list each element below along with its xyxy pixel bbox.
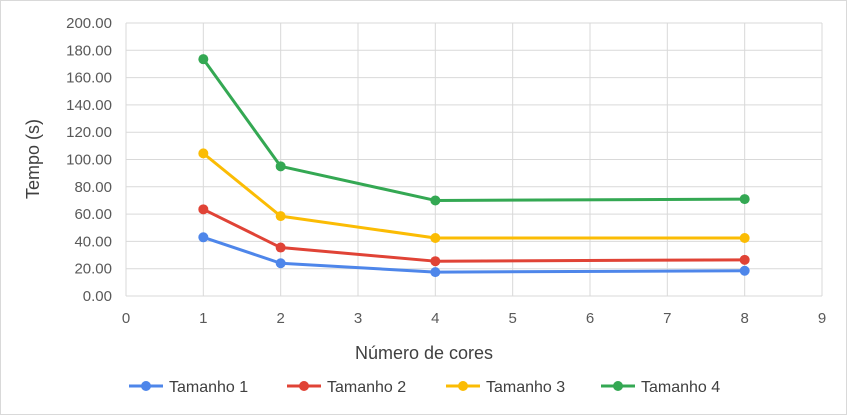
data-point	[275, 258, 286, 269]
data-point	[275, 242, 286, 253]
data-point	[430, 195, 441, 206]
y-tick-label: 0.00	[83, 288, 112, 305]
y-tick-label: 80.00	[74, 179, 112, 196]
x-axis-title: Número de cores	[355, 343, 493, 363]
x-tick-label: 7	[663, 310, 671, 327]
y-tick-label: 60.00	[74, 206, 112, 223]
y-tick-label: 40.00	[74, 233, 112, 250]
y-tick-label: 120.00	[66, 124, 112, 141]
data-point	[198, 204, 209, 215]
series-line	[201, 235, 747, 274]
y-tick-label: 160.00	[66, 70, 112, 87]
series-2	[198, 204, 750, 267]
data-point	[430, 232, 441, 243]
series-4	[198, 54, 750, 206]
y-tick-label: 140.00	[66, 97, 112, 114]
grid	[125, 22, 823, 297]
data-point	[739, 265, 750, 276]
x-tick-label: 1	[199, 310, 207, 327]
y-tick-label: 20.00	[74, 261, 112, 278]
x-tick-label: 0	[122, 310, 130, 327]
legend-label: Tamanho 1	[169, 379, 248, 396]
legend-swatch-marker	[141, 381, 151, 391]
data-point	[430, 256, 441, 267]
legend-label: Tamanho 2	[327, 379, 406, 396]
data-point	[739, 254, 750, 265]
legend-swatch-marker	[613, 381, 623, 391]
series-lines	[198, 54, 750, 278]
data-point	[430, 267, 441, 278]
series-1	[198, 232, 750, 278]
y-axis-ticks: 0.00 20.00 40.00 60.00 80.00 100.00 120.00 140.…	[66, 15, 112, 305]
legend-item: Tamanho 3	[446, 379, 565, 396]
x-tick-label: 9	[818, 310, 826, 327]
data-point	[739, 194, 750, 205]
legend-label: Tamanho 3	[486, 379, 565, 396]
x-tick-label: 4	[431, 310, 439, 327]
y-tick-label: 180.00	[66, 42, 112, 59]
legend-item: Tamanho 4	[601, 379, 720, 396]
x-tick-label: 6	[586, 310, 594, 327]
legend-label: Tamanho 4	[641, 379, 720, 396]
series-line	[201, 207, 747, 263]
x-axis-ticks: 0 1 2 3 4 5 6 7 8 9	[122, 310, 826, 327]
y-tick-label: 200.00	[66, 15, 112, 32]
x-tick-label: 3	[354, 310, 362, 327]
legend-item: Tamanho 2	[287, 379, 406, 396]
data-point	[739, 232, 750, 243]
legend-swatch-marker	[458, 381, 468, 391]
x-tick-label: 8	[740, 310, 748, 327]
data-point	[198, 54, 209, 65]
legend-item: Tamanho 1	[129, 379, 248, 396]
legend-swatch-marker	[299, 381, 309, 391]
data-point	[198, 232, 209, 243]
legend: Tamanho 1 Tamanho 2 Tamanho 3 Tamanho 4	[129, 379, 720, 396]
series-line	[201, 57, 747, 202]
series-3	[198, 148, 750, 243]
data-point	[275, 161, 286, 172]
data-point	[198, 148, 209, 159]
x-tick-label: 5	[508, 310, 516, 327]
y-axis-title: Tempo (s)	[23, 119, 43, 199]
y-tick-label: 100.00	[66, 152, 112, 169]
data-point	[275, 211, 286, 222]
x-tick-label: 2	[276, 310, 284, 327]
series-line	[201, 151, 747, 240]
